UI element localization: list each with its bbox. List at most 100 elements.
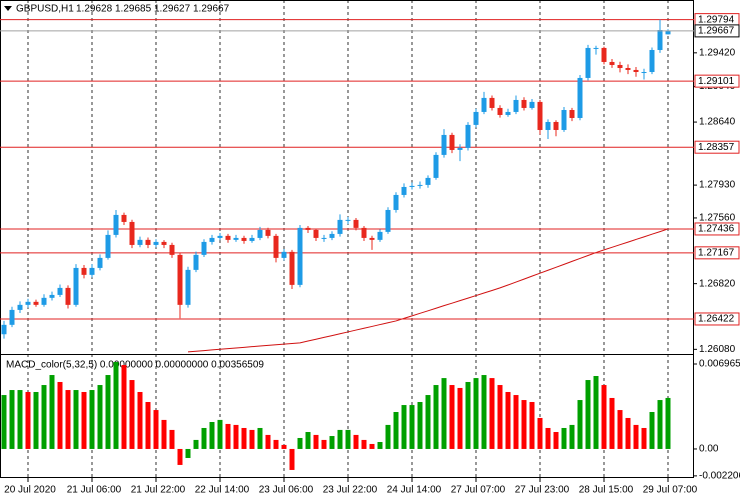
candle-body	[193, 254, 199, 270]
level-label: 1.29794	[698, 14, 735, 25]
candle-body	[657, 30, 663, 50]
macd-bar	[553, 432, 559, 449]
macd-bar	[9, 390, 15, 449]
macd-bar	[601, 385, 607, 449]
macd-bar	[297, 437, 303, 449]
macd-bar	[401, 405, 407, 449]
candle-body	[393, 194, 399, 210]
current-price-label: 1.29667	[698, 26, 735, 37]
candle-body	[329, 233, 335, 238]
ma-group	[187, 228, 669, 353]
candle-body	[441, 134, 447, 155]
macd-bar	[641, 427, 647, 449]
chart-title: GBPUSD,H1	[16, 4, 74, 15]
macd-bar	[521, 400, 527, 449]
candle-body	[129, 221, 135, 245]
candle-body	[641, 72, 647, 74]
level-label-box	[694, 246, 740, 260]
candle-body	[233, 237, 239, 240]
candle-body	[625, 68, 631, 70]
x-tick-label: 29 Jul 07:00	[643, 485, 698, 496]
macd-bar	[281, 444, 287, 449]
y-tick-label: 1.27930	[699, 180, 736, 191]
candle-body	[521, 99, 527, 108]
current-price-box	[694, 24, 740, 38]
candle-body	[209, 237, 215, 242]
macd-bar	[577, 400, 583, 449]
macd-bar	[657, 400, 663, 449]
candle-body	[169, 244, 175, 255]
macd-bar	[449, 385, 455, 449]
candle-body	[105, 234, 111, 258]
macd-bar	[153, 410, 159, 449]
macd-bar	[649, 411, 655, 449]
candle-body	[513, 99, 519, 112]
macd-bar	[185, 448, 191, 458]
x-tick-label: 22 Jul 14:00	[195, 485, 250, 496]
level-label: 1.27436	[698, 224, 735, 235]
candle-body	[273, 235, 279, 258]
macd-bar	[545, 427, 551, 449]
macd-bar	[561, 427, 567, 449]
macd-bar	[273, 439, 279, 449]
macd-bar	[609, 397, 615, 449]
candle-body	[97, 257, 103, 268]
candle-body	[345, 219, 351, 221]
level-label-box	[694, 140, 740, 154]
candle-body	[1, 324, 7, 335]
candle-body	[265, 229, 271, 236]
macd-bar	[97, 385, 103, 449]
y2-tick-label: -0.002206	[699, 471, 740, 482]
x-tick-label: 21 Jul 06:00	[67, 485, 122, 496]
macd-bar	[41, 385, 47, 449]
y-tick-label: 1.26820	[699, 278, 736, 289]
x-tick-label: 20 Jul 2020	[4, 485, 56, 496]
level-label-box	[694, 222, 740, 236]
y2-tick-label: 0.0069652	[699, 359, 740, 370]
candle-body	[617, 64, 623, 69]
macd-bar	[169, 429, 175, 449]
candle-body	[361, 227, 367, 238]
candle-body	[609, 61, 615, 65]
x-tick-label: 27 Jul 23:00	[515, 485, 570, 496]
macd-bar	[313, 434, 319, 449]
candle-body	[665, 30, 671, 35]
candle-body	[281, 251, 287, 258]
candle-body	[297, 227, 303, 285]
macd-bar	[369, 443, 375, 449]
candle-body	[473, 111, 479, 125]
macd-bar	[441, 378, 447, 449]
candle-body	[481, 97, 487, 112]
x-tick-label: 23 Jul 06:00	[259, 485, 314, 496]
high-value: 1.29685	[115, 4, 152, 15]
macd-bar	[49, 375, 55, 449]
level-label: 1.28357	[698, 142, 735, 153]
chart-frame	[0, 0, 694, 478]
macd-bar	[353, 434, 359, 449]
candle-body	[9, 309, 15, 325]
macd-bar	[17, 390, 23, 449]
y-tick-label: 1.26080	[699, 344, 736, 355]
candle-body	[385, 209, 391, 232]
macd-bar	[465, 381, 471, 449]
macd-bar	[529, 401, 535, 449]
candle-body	[217, 235, 223, 238]
x-tick-label: 23 Jul 22:00	[323, 485, 378, 496]
candle-body	[289, 251, 295, 285]
candle-body	[57, 287, 63, 295]
low-value: 1.29627	[154, 4, 191, 15]
indicator-title: MACD_color(5,32,5) 0.00000000 0.00000000…	[6, 360, 264, 371]
x-tick-label: 21 Jul 22:00	[131, 485, 186, 496]
macd-bar	[193, 439, 199, 449]
candle-body	[201, 241, 207, 255]
level-label-box	[694, 74, 740, 88]
x-tick-label: 28 Jul 15:00	[579, 485, 634, 496]
macd-bar	[137, 391, 143, 449]
y-tick-label: 1.28640	[699, 117, 736, 128]
macd-bar	[81, 391, 87, 449]
macd-bar	[201, 427, 207, 449]
macd-bar	[361, 439, 367, 449]
candle-body	[593, 47, 599, 49]
macd-bar	[105, 375, 111, 449]
macd-bar	[225, 423, 231, 449]
